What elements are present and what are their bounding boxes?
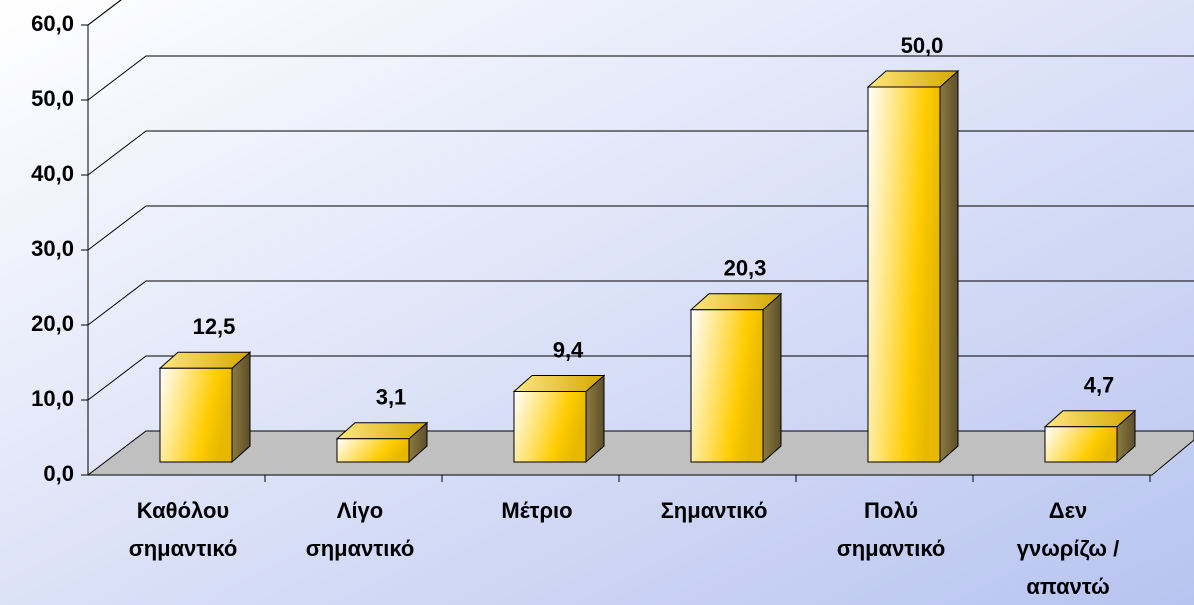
x-tick-label: Μέτριο [501, 498, 572, 523]
bar [513, 391, 587, 463]
y-tick-label: 0,0 [43, 461, 74, 486]
bar-side [231, 351, 251, 464]
x-tick-label: απαντώ [1026, 574, 1109, 599]
bar-side [762, 292, 782, 464]
value-label: 3,1 [376, 385, 407, 410]
bar [690, 309, 764, 463]
floor [86, 430, 1194, 476]
y-tick-label: 10,0 [31, 386, 74, 411]
y-tick-label: 60,0 [31, 11, 74, 36]
value-label: 4,7 [1084, 373, 1115, 398]
value-label: 9,4 [553, 337, 584, 362]
grid-line [87, 280, 1194, 326]
bar [867, 86, 941, 463]
grid-line [87, 130, 1194, 176]
grid-line [87, 205, 1194, 251]
grid-line [87, 55, 1194, 101]
y-tick-label: 30,0 [31, 236, 74, 261]
bar-side [939, 69, 959, 464]
x-tick-label: Πολύ [864, 498, 918, 523]
bar [1044, 426, 1118, 463]
x-tick-label: σημαντικό [129, 536, 238, 561]
y-tick-label: 50,0 [31, 86, 74, 111]
x-tick-label: Σημαντικό [661, 498, 768, 523]
x-tick-label: σημαντικό [306, 536, 415, 561]
x-tick-label: Δεν [1049, 498, 1088, 523]
x-tick-label: Λίγο [337, 498, 383, 523]
value-label: 12,5 [193, 314, 236, 339]
grid-line [87, 355, 1194, 401]
y-tick-label: 20,0 [31, 311, 74, 336]
y-tick-label: 40,0 [31, 161, 74, 186]
x-tick-label: γνωρίζω / [1017, 536, 1119, 561]
y-axis-back [87, 0, 122, 26]
x-tick-label: σημαντικό [837, 536, 946, 561]
bar [336, 438, 410, 463]
x-tick-label: Καθόλου [137, 498, 229, 523]
bar [159, 367, 233, 463]
value-label: 20,3 [724, 256, 767, 281]
value-label: 50,0 [901, 33, 944, 58]
